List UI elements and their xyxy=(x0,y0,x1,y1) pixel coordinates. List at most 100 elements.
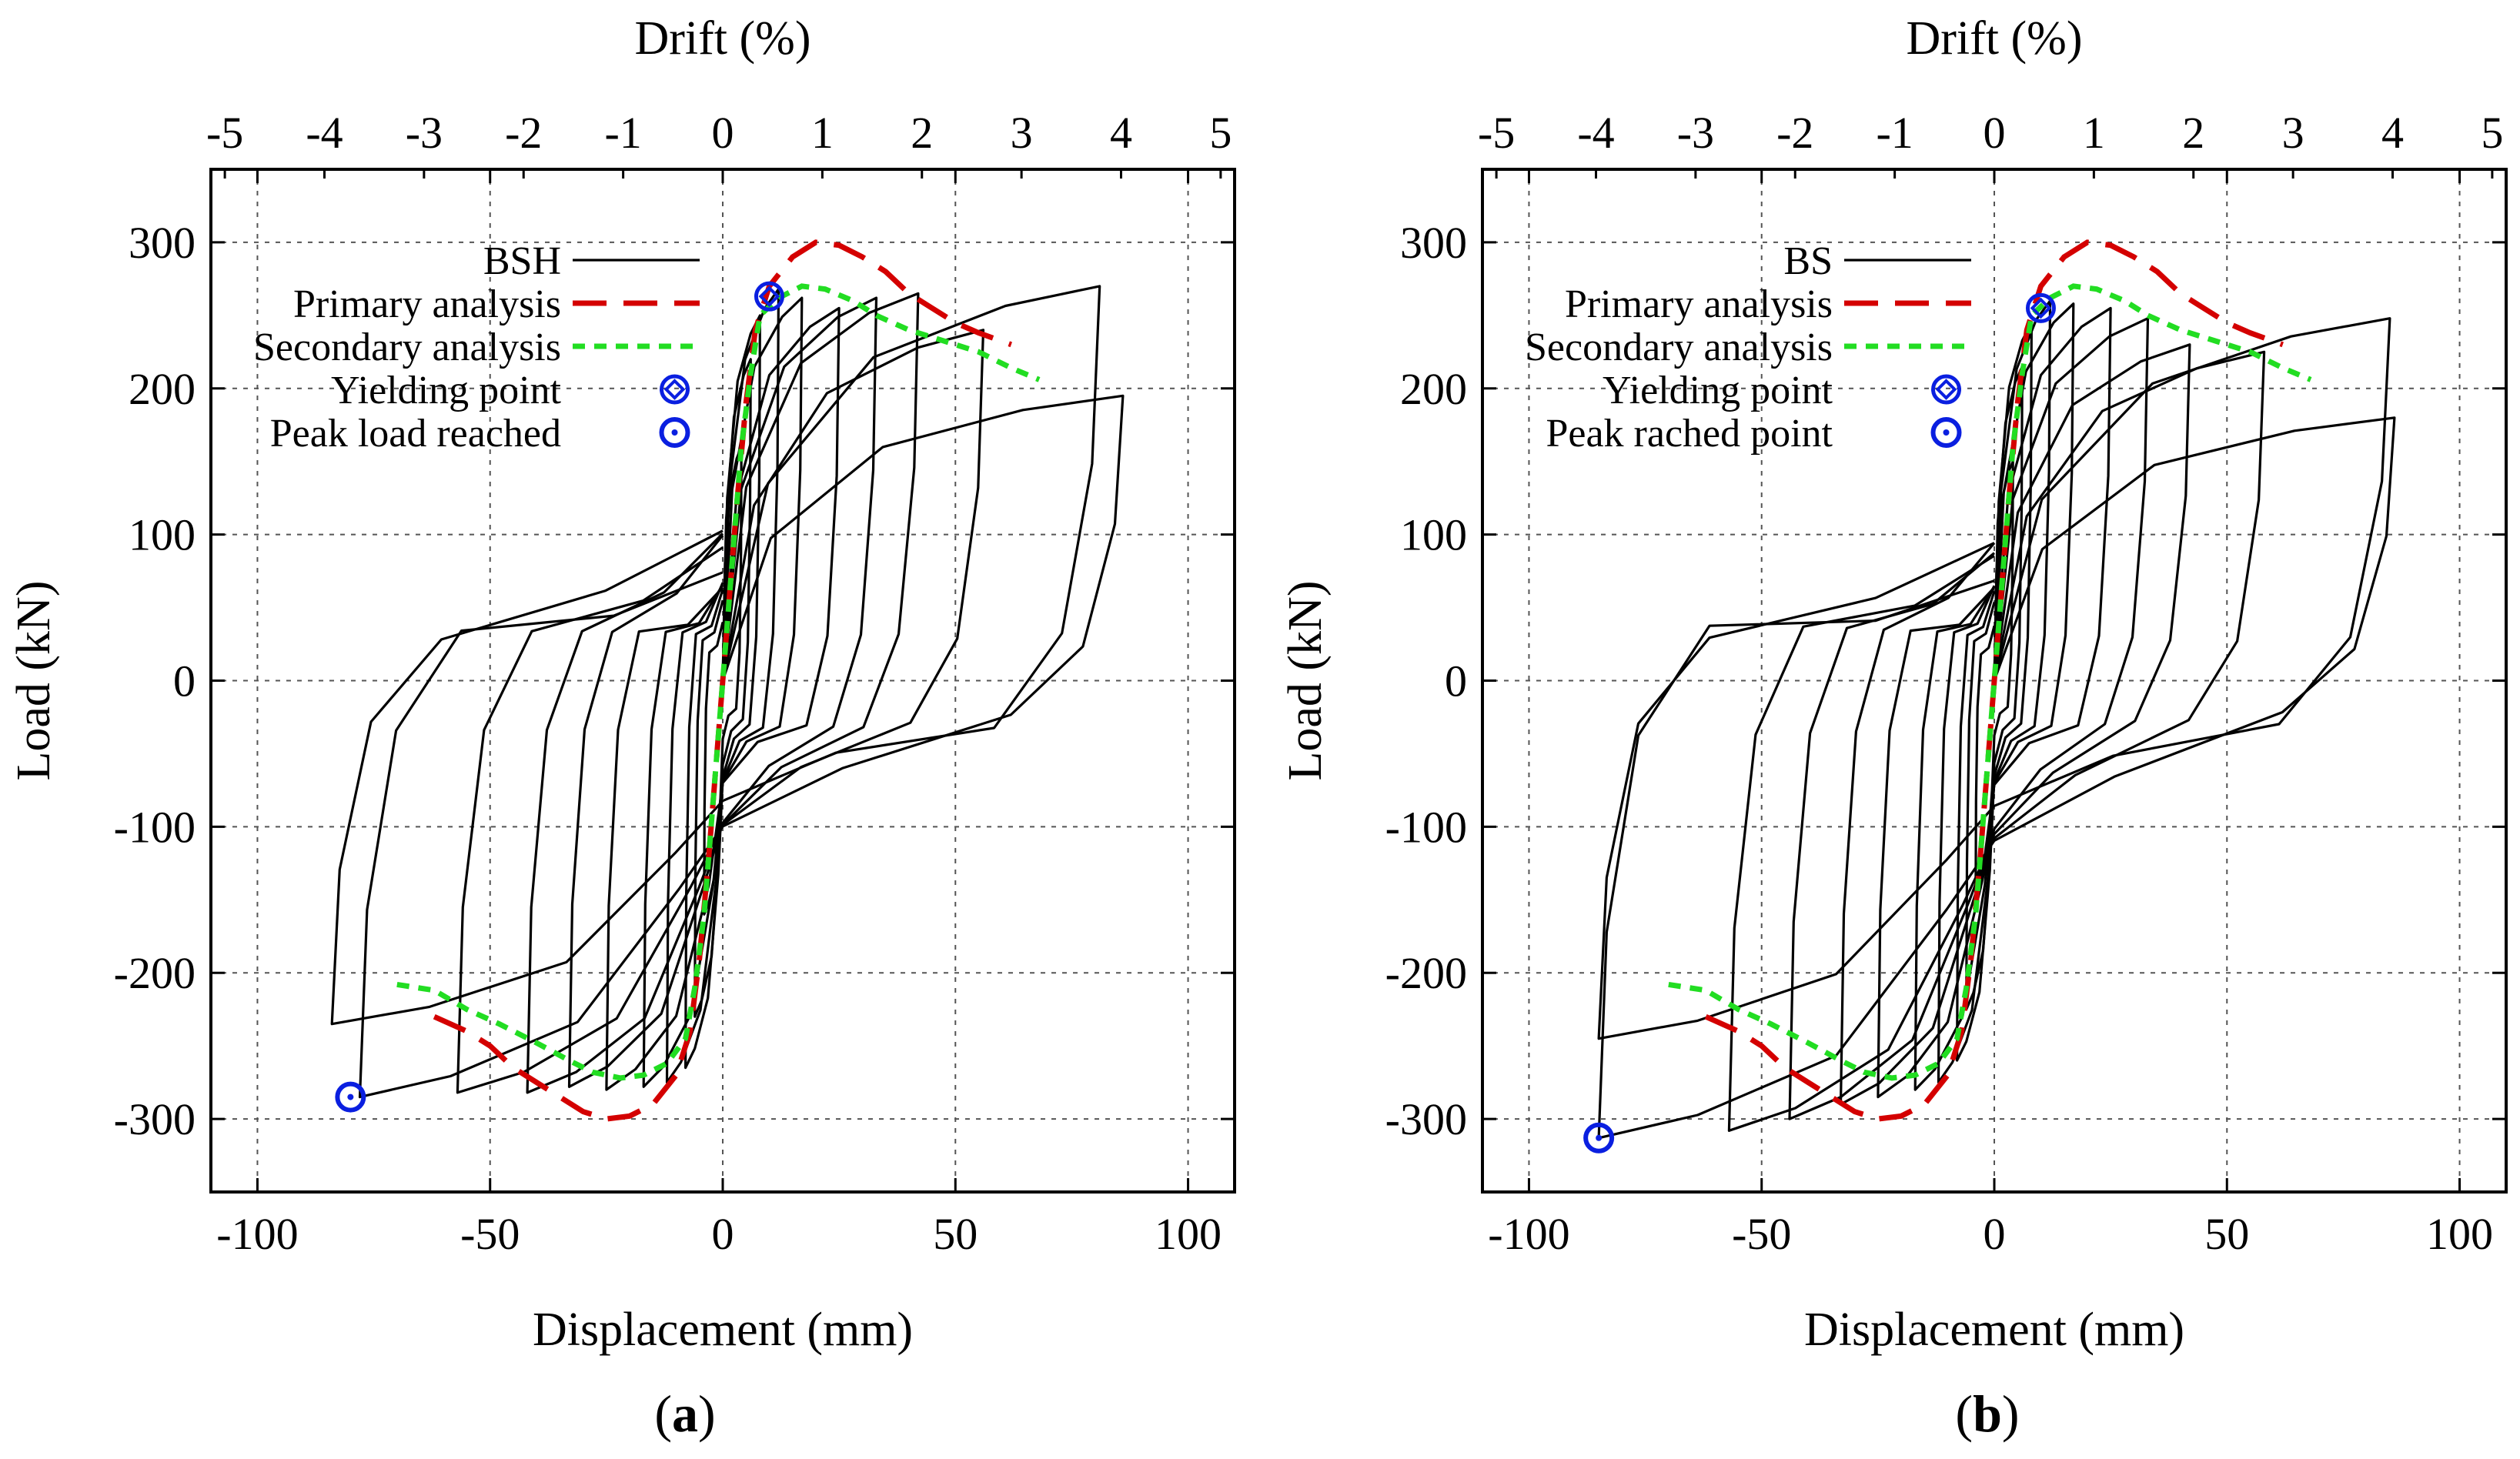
hysteresis-loop xyxy=(1597,317,2391,1040)
marker-diamond xyxy=(1935,379,1957,400)
x-tick-label: 50 xyxy=(933,1209,978,1259)
marker-ring xyxy=(2025,292,2056,323)
x2-tick-label: -5 xyxy=(1478,108,1515,158)
y-tick-label: 200 xyxy=(1400,364,1467,414)
hysteresis-loop xyxy=(358,394,1125,1099)
hysteresis-loop xyxy=(1597,416,2396,1140)
x2-tick-label: -1 xyxy=(1876,108,1913,158)
x2-tick-label: -1 xyxy=(604,108,641,158)
marker-ring xyxy=(754,281,784,312)
y-tick-label: -300 xyxy=(1385,1094,1467,1144)
legend-label: Secondary analysis xyxy=(253,326,561,369)
legend-swatch-yielding xyxy=(1931,374,1961,405)
marker-ring xyxy=(1583,1122,1615,1154)
hysteresis-loop xyxy=(1956,321,2033,1062)
panel-label: (b) xyxy=(1955,1384,2019,1443)
x2-tick-label: -3 xyxy=(406,108,443,158)
x-tick-label: 100 xyxy=(2426,1209,2493,1259)
y-tick-label: 100 xyxy=(1400,510,1467,560)
hysteresis-loop xyxy=(567,296,878,1088)
data-layer xyxy=(330,239,1125,1122)
secondary-analysis-curve xyxy=(1668,283,2312,1081)
panel-label-letter: a xyxy=(672,1384,698,1443)
hysteresis-loop xyxy=(683,314,762,1070)
x2-axis-title: Drift (%) xyxy=(635,12,811,65)
x-tick-label: -50 xyxy=(1732,1209,1791,1259)
hysteresis-loop xyxy=(605,306,841,1091)
x2-tick-label: 3 xyxy=(2282,108,2304,158)
panel-label-letter: b xyxy=(1973,1384,2002,1443)
marker-dot xyxy=(671,429,678,436)
y-tick-label: 200 xyxy=(129,364,196,414)
marker-diamond xyxy=(2030,297,2052,319)
y-tick-label: -100 xyxy=(114,802,196,852)
x-tick-label: -50 xyxy=(460,1209,520,1259)
legend-label: Primary analysis xyxy=(293,282,561,326)
x2-tick-label: -2 xyxy=(1776,108,1813,158)
x-tick-label: 0 xyxy=(712,1209,734,1259)
y-tick-label: 300 xyxy=(129,218,196,268)
x-axis-title: Displacement (mm) xyxy=(1804,1304,2184,1356)
panel-label-open: ( xyxy=(654,1384,672,1443)
y-tick-label: 300 xyxy=(1400,218,1467,268)
secondary-analysis-curve xyxy=(396,283,1041,1081)
y-tick-label: -300 xyxy=(114,1094,196,1144)
hysteresis-loop xyxy=(330,285,1101,1026)
panel-label-close: ) xyxy=(2002,1384,2020,1443)
marker-ring xyxy=(1931,374,1961,405)
yielding-point-marker xyxy=(2025,292,2056,323)
grid xyxy=(211,169,1235,1192)
marker-ring xyxy=(659,417,690,448)
hysteresis-loop xyxy=(1839,317,2150,1106)
y-tick-label: 0 xyxy=(173,656,196,706)
x2-tick-label: 0 xyxy=(1984,108,2006,158)
x2-tick-label: -2 xyxy=(505,108,542,158)
x2-tick-label: 4 xyxy=(1110,108,1132,158)
y-axis-title: Load (kN) xyxy=(1279,581,1332,781)
hysteresis-loop xyxy=(456,329,985,1094)
x2-tick-label: 2 xyxy=(2182,108,2204,158)
x2-tick-label: 4 xyxy=(2381,108,2404,158)
legend-label: BS xyxy=(1783,239,1833,283)
marker-ring xyxy=(1930,417,1962,448)
x-axis-title: Displacement (mm) xyxy=(533,1304,913,1356)
hysteresis-loop xyxy=(1877,306,2112,1099)
legend-label: Primary analysis xyxy=(1565,282,1833,326)
x2-tick-label: 5 xyxy=(2481,108,2503,158)
x2-tick-label: 1 xyxy=(811,108,834,158)
legend-label: Yielding point xyxy=(1603,369,1833,412)
data-layer xyxy=(1597,239,2396,1140)
legend-swatch-peak xyxy=(659,417,690,448)
x2-tick-label: 5 xyxy=(1209,108,1232,158)
x2-tick-label: -4 xyxy=(306,108,343,158)
legend-label: BSH xyxy=(483,239,561,283)
hysteresis-loop xyxy=(1788,343,2191,1120)
x-tick-label: -100 xyxy=(1488,1209,1569,1259)
marker-dot xyxy=(347,1093,354,1100)
y-tick-label: -100 xyxy=(1385,802,1467,852)
panel-label-open: ( xyxy=(1955,1384,1973,1443)
x-tick-label: 100 xyxy=(1155,1209,1222,1259)
x2-tick-label: 1 xyxy=(2083,108,2105,158)
legend-label: Peak load reached xyxy=(270,412,561,456)
legend-label: Peak rached point xyxy=(1546,412,1833,456)
marker-ring xyxy=(335,1081,366,1113)
x2-tick-label: -3 xyxy=(1677,108,1714,158)
y-tick-label: -200 xyxy=(1385,948,1467,998)
x-tick-label: 0 xyxy=(1984,1209,2006,1259)
y-axis-title: Load (kN) xyxy=(8,581,60,781)
x2-tick-label: 3 xyxy=(1011,108,1033,158)
legend-swatch-yielding xyxy=(660,374,690,405)
panel-label: (a) xyxy=(654,1384,715,1443)
marker-dot xyxy=(1943,429,1950,436)
x2-axis-title: Drift (%) xyxy=(1907,12,2083,65)
marker-ring xyxy=(660,374,690,405)
yielding-point-marker xyxy=(754,281,784,312)
y-tick-label: 0 xyxy=(1445,656,1467,706)
